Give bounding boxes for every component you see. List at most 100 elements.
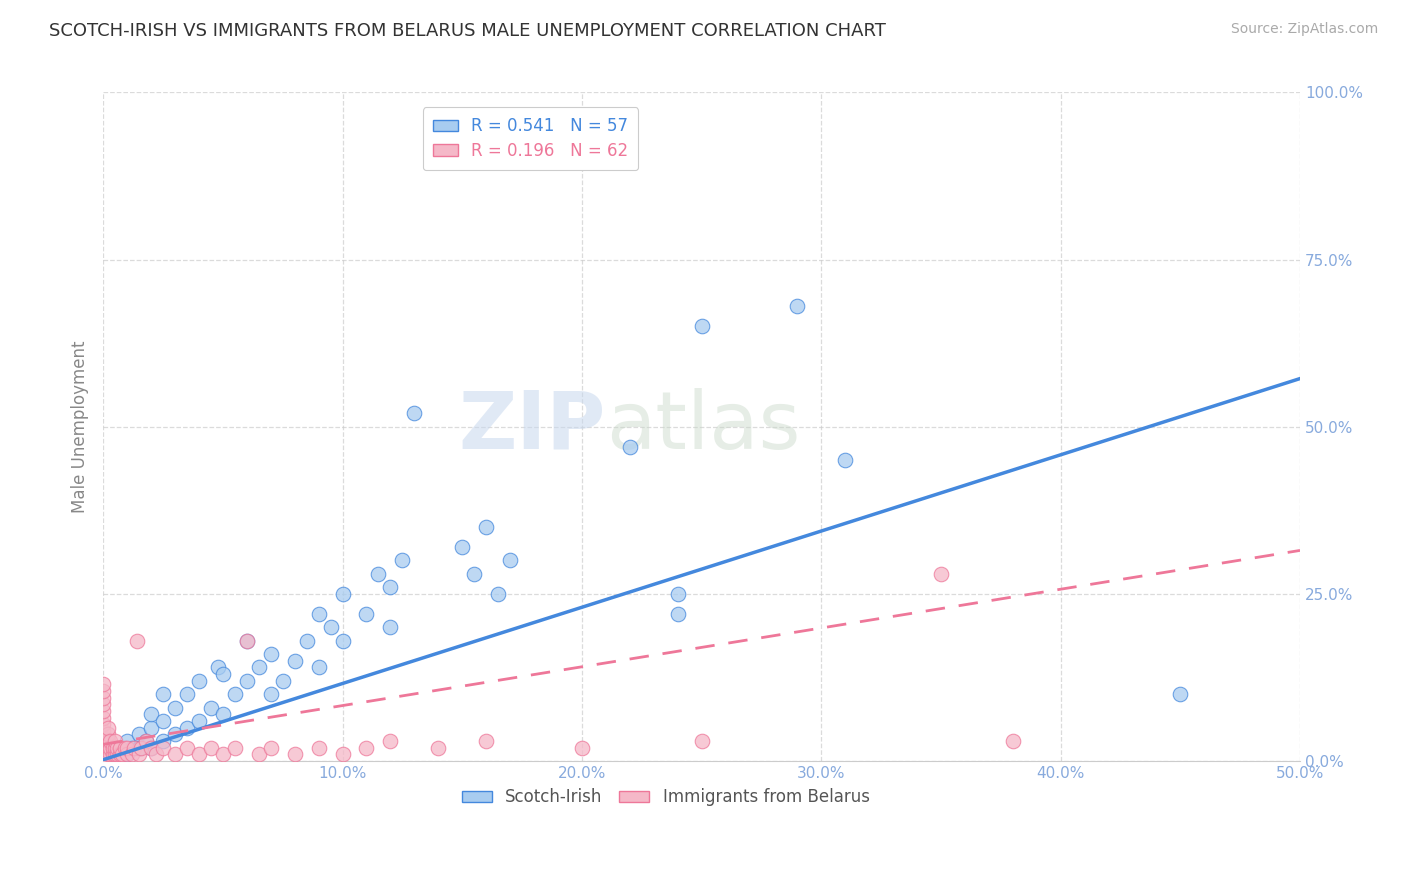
Point	[207, 660, 229, 674]
Point	[101, 747, 124, 762]
Point	[1168, 687, 1191, 701]
Point	[115, 747, 138, 762]
Point	[104, 740, 127, 755]
Point	[380, 620, 402, 634]
Point	[236, 673, 259, 688]
Point	[97, 727, 120, 741]
Point	[104, 740, 127, 755]
Point	[786, 299, 808, 313]
Point	[211, 747, 233, 762]
Point	[152, 714, 174, 728]
Point	[97, 747, 120, 762]
Legend: Scotch-Irish, Immigrants from Belarus: Scotch-Irish, Immigrants from Belarus	[456, 781, 876, 813]
Point	[690, 734, 713, 748]
Point	[319, 620, 342, 634]
Point	[224, 740, 246, 755]
Point	[139, 740, 162, 755]
Text: Source: ZipAtlas.com: Source: ZipAtlas.com	[1230, 22, 1378, 37]
Point	[98, 740, 121, 755]
Point	[666, 587, 689, 601]
Point	[187, 673, 209, 688]
Point	[475, 734, 498, 748]
Point	[135, 734, 157, 748]
Point	[308, 607, 330, 621]
Point	[427, 740, 450, 755]
Point	[308, 740, 330, 755]
Point	[91, 744, 114, 758]
Point	[463, 566, 485, 581]
Point	[152, 740, 174, 755]
Point	[91, 750, 114, 764]
Point	[211, 667, 233, 681]
Point	[108, 747, 131, 762]
Point	[247, 660, 270, 674]
Point	[163, 747, 186, 762]
Point	[111, 747, 134, 762]
Point	[104, 747, 127, 762]
Point	[332, 633, 354, 648]
Point	[91, 717, 114, 731]
Point	[122, 740, 145, 755]
Point	[176, 687, 198, 701]
Point	[98, 734, 121, 748]
Point	[380, 734, 402, 748]
Point	[128, 740, 150, 755]
Point	[91, 723, 114, 738]
Point	[475, 520, 498, 534]
Point	[128, 727, 150, 741]
Point	[200, 700, 222, 714]
Point	[356, 607, 378, 621]
Point	[271, 673, 294, 688]
Point	[125, 633, 148, 648]
Point	[152, 734, 174, 748]
Point	[91, 710, 114, 724]
Y-axis label: Male Unemployment: Male Unemployment	[72, 341, 89, 513]
Text: SCOTCH-IRISH VS IMMIGRANTS FROM BELARUS MALE UNEMPLOYMENT CORRELATION CHART: SCOTCH-IRISH VS IMMIGRANTS FROM BELARUS …	[49, 22, 886, 40]
Point	[139, 721, 162, 735]
Point	[97, 721, 120, 735]
Point	[91, 731, 114, 745]
Point	[451, 540, 474, 554]
Text: atlas: atlas	[606, 388, 800, 466]
Point	[284, 747, 307, 762]
Point	[97, 740, 120, 755]
Point	[391, 553, 413, 567]
Point	[200, 740, 222, 755]
Point	[486, 587, 509, 601]
Point	[332, 747, 354, 762]
Point	[108, 740, 131, 755]
Point	[1001, 734, 1024, 748]
Point	[121, 747, 143, 762]
Point	[115, 734, 138, 748]
Point	[284, 654, 307, 668]
Point	[260, 647, 283, 661]
Point	[308, 660, 330, 674]
Point	[91, 677, 114, 691]
Point	[98, 747, 121, 762]
Point	[101, 740, 124, 755]
Point	[499, 553, 522, 567]
Point	[115, 747, 138, 762]
Point	[111, 744, 134, 758]
Point	[139, 707, 162, 722]
Point	[115, 740, 138, 755]
Point	[666, 607, 689, 621]
Point	[367, 566, 389, 581]
Point	[163, 700, 186, 714]
Point	[236, 633, 259, 648]
Point	[97, 734, 120, 748]
Point	[91, 690, 114, 705]
Point	[619, 440, 641, 454]
Point	[104, 747, 127, 762]
Point	[152, 687, 174, 701]
Point	[91, 698, 114, 712]
Point	[145, 747, 167, 762]
Point	[139, 740, 162, 755]
Point	[176, 721, 198, 735]
Text: ZIP: ZIP	[458, 388, 606, 466]
Point	[211, 707, 233, 722]
Point	[91, 684, 114, 698]
Point	[690, 319, 713, 334]
Point	[260, 687, 283, 701]
Point	[176, 740, 198, 755]
